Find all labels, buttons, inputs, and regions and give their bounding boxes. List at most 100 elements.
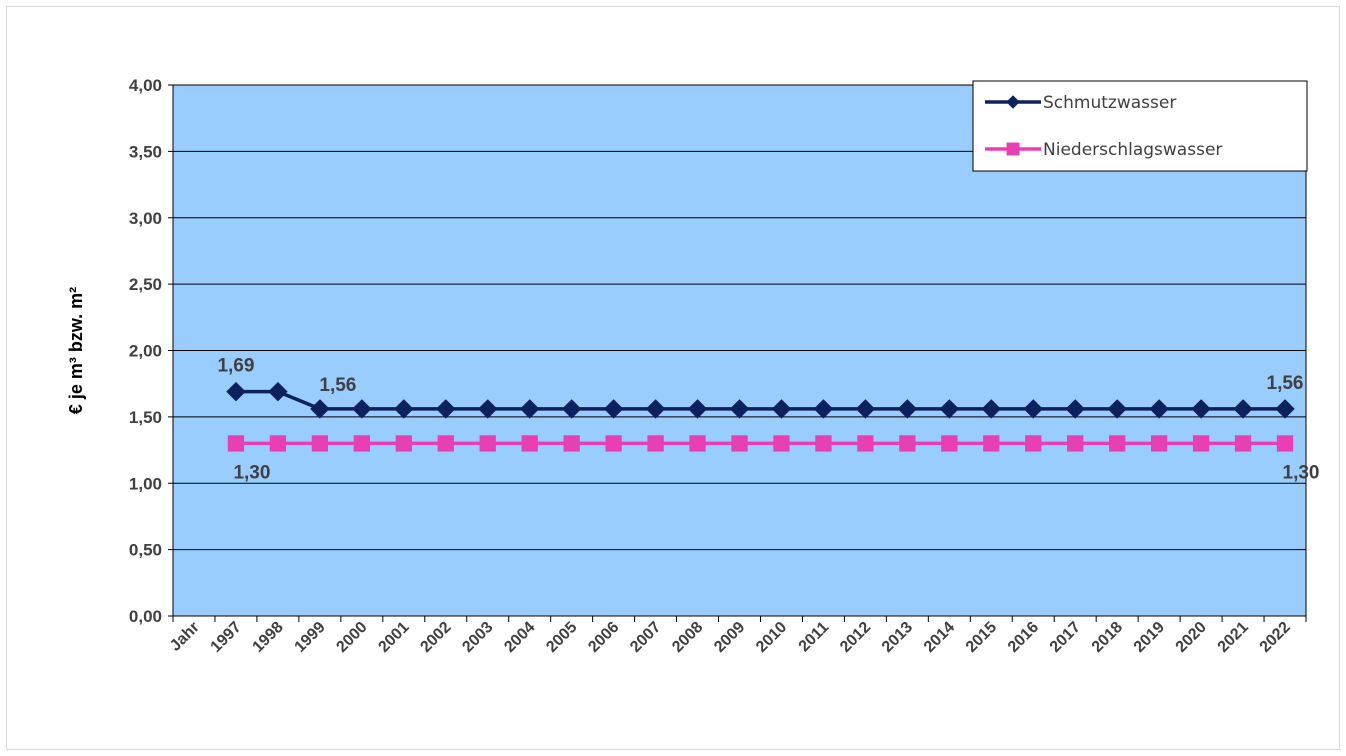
x-tick-label: 2004 (501, 619, 538, 656)
data-point (647, 435, 664, 452)
y-tick-label: 1,00 (129, 474, 162, 493)
series-group (226, 381, 1295, 452)
data-point (353, 435, 370, 452)
y-tick-label: 3,50 (129, 142, 162, 161)
data-label: 1,56 (1267, 373, 1304, 394)
y-tick-label: 1,50 (129, 408, 162, 427)
data-point (941, 435, 958, 452)
x-tick-label: 2005 (543, 619, 580, 656)
y-tick-label: 3,00 (129, 209, 162, 228)
x-tick-label: 2016 (1005, 619, 1042, 656)
x-tick-label: 2002 (417, 619, 454, 656)
data-label: 1,69 (217, 356, 254, 377)
x-tick-label: 1998 (250, 619, 287, 656)
x-tick-label: 2021 (1215, 619, 1252, 656)
data-point (1233, 399, 1253, 419)
x-tick-label: 2000 (333, 619, 370, 656)
data-point (521, 435, 538, 452)
legend-item: Schmutzwasser (985, 93, 1176, 113)
legend-label: Schmutzwasser (1043, 93, 1176, 113)
data-point (478, 399, 498, 419)
series-niederschlagswasser (227, 435, 1294, 452)
data-point (1006, 142, 1020, 156)
data-point (1191, 399, 1211, 419)
data-point (771, 399, 792, 419)
data-point (687, 399, 708, 419)
data-point (729, 399, 750, 419)
data-point (1234, 435, 1252, 452)
data-point (605, 435, 622, 452)
x-tick-label: 2010 (753, 619, 790, 656)
data-point (563, 435, 580, 452)
y-tick-label: 2,50 (129, 275, 162, 294)
data-point (1023, 399, 1043, 419)
data-point (731, 435, 748, 452)
y-tick-label: 0,50 (129, 541, 162, 560)
data-point (855, 399, 876, 419)
data-point (268, 381, 288, 402)
data-point (394, 399, 414, 419)
data-point (983, 435, 1000, 452)
data-point (689, 435, 706, 452)
data-point (939, 399, 960, 419)
data-point (352, 399, 372, 419)
data-point (603, 399, 624, 419)
data-point (1275, 399, 1295, 419)
data-point (981, 399, 1001, 419)
x-tick-label: 2014 (921, 619, 958, 656)
data-point (269, 435, 287, 452)
data-point (1109, 435, 1126, 452)
data-point (437, 435, 454, 452)
x-tick-label: 2008 (669, 619, 706, 656)
data-point (1006, 95, 1020, 109)
data-point (897, 399, 918, 419)
x-tick-label: 2003 (459, 619, 496, 656)
x-tick-label: 2019 (1131, 619, 1168, 656)
data-point (773, 435, 790, 452)
data-point (561, 399, 582, 419)
x-tick-label: 1997 (208, 619, 245, 656)
data-label: 1,30 (233, 462, 270, 483)
data-labels: 1,69 1,56 1,56 1,30 1,30 (217, 356, 1319, 484)
data-point (227, 435, 245, 452)
y-tick-label: 4,00 (129, 76, 162, 95)
x-tick-labels: Jahr 1997 1998 1999 2000 2001 2002 2003 2004 2005… (167, 619, 1294, 656)
x-tick-label: 2012 (837, 619, 874, 656)
x-tick-label: 2017 (1047, 619, 1084, 656)
x-tick-label: 2015 (963, 619, 1000, 656)
y-axis-label: € je m³ bzw. m² (66, 287, 86, 414)
data-point (519, 399, 540, 419)
data-point (479, 435, 496, 452)
x-tick-label: Jahr (167, 619, 203, 655)
data-point (1149, 399, 1169, 419)
data-point (1150, 435, 1168, 452)
x-tick-label: 2022 (1257, 619, 1294, 656)
legend-item: Niederschlagswasser (985, 140, 1222, 160)
x-tick-label: 2009 (711, 619, 748, 656)
x-tick-label: 2013 (879, 619, 916, 656)
data-point (1276, 435, 1294, 452)
data-point (310, 399, 330, 419)
x-tick-label: 2020 (1173, 619, 1210, 656)
x-tick-label: 2007 (627, 619, 664, 656)
series-schmutzwasser (226, 381, 1295, 419)
data-point (899, 435, 916, 452)
data-point (1107, 399, 1127, 419)
x-tick-label: 2001 (375, 619, 412, 656)
data-point (436, 399, 456, 419)
data-point (813, 399, 834, 419)
data-point (1067, 435, 1084, 452)
data-label: 1,30 (1283, 462, 1320, 483)
data-label: 1,56 (319, 375, 356, 396)
x-tick-label: 2011 (796, 619, 833, 656)
y-tick-labels: 0,00 0,50 1,00 1,50 2,00 2,50 3,00 3,50 4,00 (129, 76, 162, 626)
data-point (226, 381, 246, 402)
legend-label: Niederschlagswasser (1043, 140, 1222, 160)
data-point (857, 435, 874, 452)
legend: Schmutzwasser Niederschlagswasser (972, 80, 1308, 172)
axes (168, 84, 1307, 622)
data-point (645, 399, 666, 419)
y-tick-label: 0,00 (129, 607, 162, 626)
data-point (1025, 435, 1042, 452)
